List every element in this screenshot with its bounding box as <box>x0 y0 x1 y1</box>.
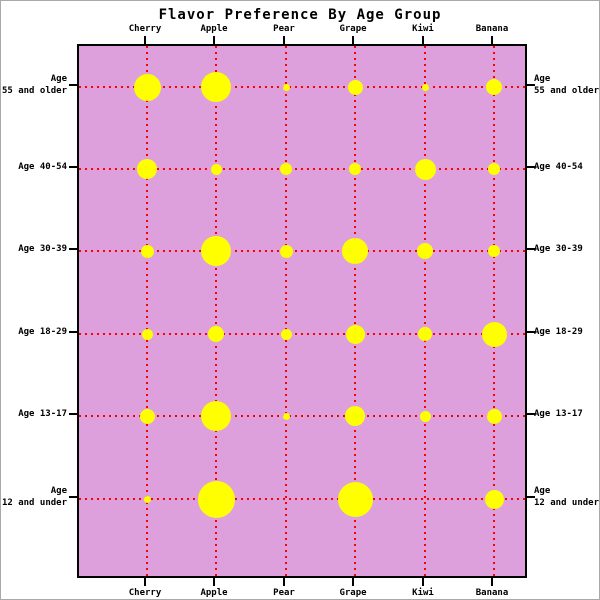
gridline-row-3 <box>79 333 525 335</box>
x-axis-label-bottom-kiwi: Kiwi <box>412 588 434 598</box>
x-tick-bottom-2 <box>283 578 285 586</box>
bubble-age-18-29-pear <box>280 328 292 340</box>
x-axis-label-bottom-banana: Banana <box>475 588 509 598</box>
bubble-age-55-and-older-banana <box>486 79 502 95</box>
gridline-col-3 <box>354 46 356 576</box>
y-axis-label-right-2: Age 30-39 <box>534 244 583 254</box>
bubble-age-12-and-under-apple <box>197 480 235 518</box>
bubble-age-12-and-under-banana <box>484 489 504 509</box>
bubble-age-40-54-kiwi <box>414 158 436 180</box>
bubble-age-30-39-kiwi <box>417 243 433 259</box>
y-tick-left-4 <box>69 413 77 415</box>
x-tick-top-0 <box>144 36 146 44</box>
y-tick-right-2 <box>527 248 535 250</box>
y-tick-right-4 <box>527 413 535 415</box>
bubble-age-40-54-grape <box>349 163 361 175</box>
x-tick-top-1 <box>213 36 215 44</box>
y-axis-label-left-5: Age 12 and under <box>1 486 67 508</box>
y-tick-left-2 <box>69 248 77 250</box>
bubble-age-30-39-pear <box>279 244 293 258</box>
bubble-age-13-17-pear <box>282 412 290 420</box>
x-axis-label-top-banana: Banana <box>475 24 509 34</box>
bubble-age-40-54-apple <box>210 163 222 175</box>
x-tick-top-3 <box>352 36 354 44</box>
y-tick-right-1 <box>527 166 535 168</box>
x-axis-label-top-grape: Grape <box>339 24 367 34</box>
bubble-age-55-and-older-kiwi <box>421 83 429 91</box>
y-tick-right-5 <box>527 496 535 498</box>
plot-area <box>77 44 527 578</box>
y-tick-right-3 <box>527 331 535 333</box>
x-tick-bottom-1 <box>213 578 215 586</box>
x-axis-label-bottom-apple: Apple <box>200 588 228 598</box>
bubble-age-40-54-pear <box>280 163 292 175</box>
y-axis-label-right-1: Age 40-54 <box>534 162 583 172</box>
y-axis-label-right-3: Age 18-29 <box>534 327 583 337</box>
gridline-col-2 <box>285 46 287 576</box>
gridline-col-0 <box>146 46 148 576</box>
chart-title: Flavor Preference By Age Group <box>158 7 442 23</box>
bubble-age-18-29-banana <box>481 321 507 347</box>
bubble-age-12-and-under-cherry <box>143 495 151 503</box>
y-axis-label-left-0: Age 55 and older <box>1 74 67 96</box>
bubble-age-55-and-older-pear <box>282 83 290 91</box>
y-axis-label-left-1: Age 40-54 <box>18 162 67 172</box>
gridline-row-4 <box>79 415 525 417</box>
bubble-age-30-39-banana <box>488 245 500 257</box>
gridline-row-0 <box>79 86 525 88</box>
bubble-age-40-54-banana <box>488 163 500 175</box>
y-tick-left-0 <box>69 84 77 86</box>
bubble-age-30-39-grape <box>342 238 368 264</box>
y-axis-label-right-5: Age 12 and under <box>534 486 600 508</box>
x-tick-bottom-0 <box>144 578 146 586</box>
x-axis-label-top-apple: Apple <box>200 24 228 34</box>
bubble-age-12-and-under-grape <box>337 481 373 517</box>
x-axis-label-bottom-grape: Grape <box>339 588 367 598</box>
x-tick-top-2 <box>283 36 285 44</box>
bubble-age-18-29-kiwi <box>418 327 432 341</box>
x-axis-label-top-kiwi: Kiwi <box>412 24 434 34</box>
bubble-age-18-29-grape <box>345 324 365 344</box>
x-axis-label-bottom-cherry: Cherry <box>128 588 162 598</box>
y-axis-label-left-3: Age 18-29 <box>18 327 67 337</box>
bubble-age-55-and-older-cherry <box>133 73 161 101</box>
gridline-col-1 <box>215 46 217 576</box>
gridline-col-4 <box>424 46 426 576</box>
gridline-row-5 <box>79 498 525 500</box>
bubble-age-13-17-cherry <box>139 408 155 424</box>
bubble-age-13-17-banana <box>486 408 502 424</box>
y-tick-left-3 <box>69 331 77 333</box>
bubble-age-30-39-apple <box>201 236 231 266</box>
gridline-col-5 <box>493 46 495 576</box>
x-tick-bottom-3 <box>352 578 354 586</box>
y-axis-label-right-4: Age 13-17 <box>534 409 583 419</box>
y-tick-left-5 <box>69 496 77 498</box>
bubble-age-13-17-kiwi <box>419 410 431 422</box>
bubble-age-18-29-apple <box>208 326 224 342</box>
bubble-age-55-and-older-apple <box>201 72 231 102</box>
y-axis-label-left-4: Age 13-17 <box>18 409 67 419</box>
bubble-age-13-17-grape <box>345 406 365 426</box>
x-tick-top-5 <box>491 36 493 44</box>
y-axis-label-right-0: Age 55 and older <box>534 74 600 96</box>
bubble-age-13-17-apple <box>201 401 231 431</box>
x-tick-bottom-5 <box>491 578 493 586</box>
x-axis-label-bottom-pear: Pear <box>273 588 295 598</box>
x-tick-bottom-4 <box>422 578 424 586</box>
x-tick-top-4 <box>422 36 424 44</box>
bubble-age-40-54-cherry <box>137 159 157 179</box>
y-axis-label-left-2: Age 30-39 <box>18 244 67 254</box>
gridline-row-2 <box>79 250 525 252</box>
gridline-row-1 <box>79 168 525 170</box>
bubble-age-55-and-older-grape <box>347 79 363 95</box>
x-axis-label-top-cherry: Cherry <box>128 24 162 34</box>
y-tick-right-0 <box>527 84 535 86</box>
bubble-age-18-29-cherry <box>141 328 153 340</box>
bubble-age-30-39-cherry <box>140 244 154 258</box>
x-axis-label-top-pear: Pear <box>273 24 295 34</box>
y-tick-left-1 <box>69 166 77 168</box>
